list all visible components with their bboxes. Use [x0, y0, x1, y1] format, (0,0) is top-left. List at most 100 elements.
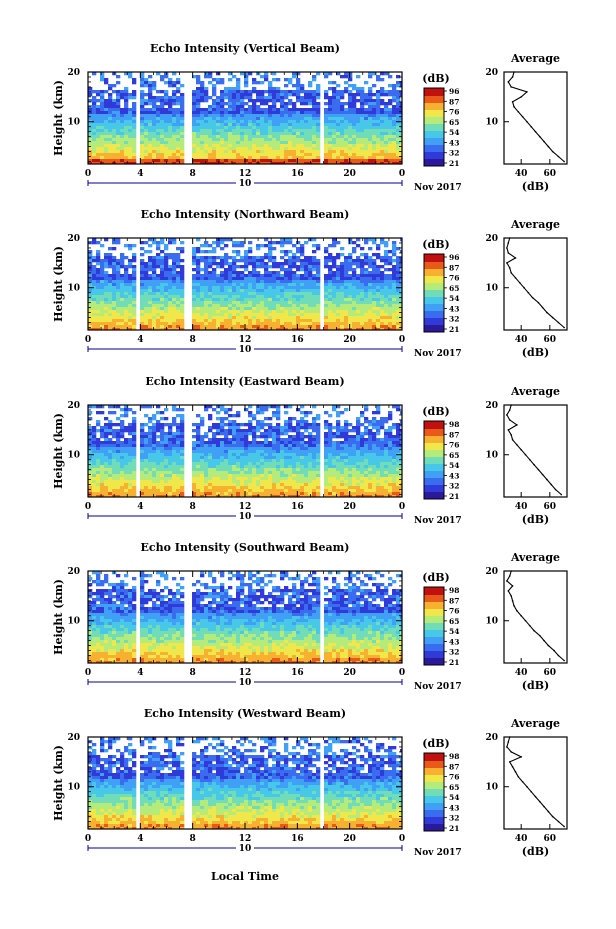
panel-title: Echo Intensity (Eastward Beam) [145, 375, 344, 388]
average-profile-point [507, 741, 510, 743]
average-profile-point [520, 756, 522, 758]
colorbar-tick-label: 87 [449, 97, 459, 106]
average-profile-point [508, 267, 511, 269]
average-profile-point [510, 272, 512, 274]
y-tick-label: 10 [67, 617, 80, 627]
average-profile-point [543, 805, 545, 808]
average-x-label: (dB) [522, 513, 549, 526]
x-tick-label: 12 [239, 502, 252, 512]
x-axis-label: Local Time [211, 870, 279, 883]
colorbar-frame [423, 752, 445, 832]
average-profile-line [506, 736, 565, 827]
x-tick-label: 20 [343, 335, 356, 345]
average-profile-point [510, 751, 512, 753]
x-tick-label: 20 [343, 502, 356, 512]
colorbar-tick-label: 65 [449, 451, 459, 460]
colorbar-tick-label: 76 [449, 108, 459, 117]
x-tick-label: 8 [190, 834, 196, 844]
average-profile-point [551, 150, 554, 153]
average-profile-point [557, 321, 560, 324]
average-y-tick-label: 20 [485, 234, 498, 244]
average-profile-point [537, 301, 540, 304]
colorbar-tick-label: 76 [449, 441, 459, 450]
y-tick-label: 20 [67, 733, 80, 743]
average-profile-point [511, 76, 514, 78]
average-x-tick-label: 60 [544, 668, 557, 678]
average-profile-point [534, 130, 537, 133]
heatmap-cells [88, 571, 403, 664]
average-x-label: (dB) [522, 845, 549, 858]
average-x-tick-label: 60 [544, 502, 557, 512]
average-y-tick-label: 10 [485, 783, 498, 793]
colorbar-tick-label: 65 [449, 617, 459, 626]
average-profile-point [547, 644, 550, 647]
average-profile-point [506, 247, 508, 249]
average-profile-point [546, 311, 548, 314]
average-profile-point [517, 775, 520, 778]
x-tick-label: 0 [85, 335, 91, 345]
average-profile-point [511, 101, 514, 103]
date-day-bg [236, 677, 254, 687]
date-label: Nov 2017 [414, 516, 462, 526]
average-profile-point [513, 605, 515, 607]
average-profile-point [511, 600, 514, 602]
average-profile-point [506, 746, 508, 748]
colorbar-tick-label: 32 [449, 315, 459, 324]
average-profile-point [533, 629, 535, 632]
heatmap-cells [88, 238, 403, 331]
x-tick-label: 4 [137, 502, 143, 512]
average-profile-point [557, 155, 560, 158]
colorbar-tick-label: 54 [449, 793, 459, 802]
colorbar-tick-label: 43 [449, 803, 459, 812]
average-x-tick-label: 40 [515, 668, 528, 678]
x-tick-label: 20 [343, 834, 356, 844]
colorbar-tick-label: 96 [449, 253, 459, 262]
average-profile: Average 20 10 40 60(dB) [485, 551, 568, 692]
average-title: Average [510, 551, 560, 564]
x-tick-label: 16 [291, 169, 304, 179]
average-profile-point [541, 306, 544, 309]
date-day-label: 10 [239, 179, 252, 189]
average-profile-point [526, 91, 528, 93]
x-tick-label: 8 [190, 169, 196, 179]
panel-title: Echo Intensity (Northward Beam) [141, 208, 350, 221]
colorbar-frame [423, 253, 445, 333]
date-label: Nov 2017 [414, 682, 462, 692]
panel-title: Echo Intensity (Westward Beam) [144, 707, 346, 720]
average-profile: Average 20 10 40 60(dB) [485, 717, 568, 858]
average-frame [503, 570, 568, 664]
average-x-tick-label: 40 [515, 169, 528, 179]
average-profile-point [534, 795, 537, 798]
colorbar-tick-label: 65 [449, 783, 459, 792]
x-tick-label: 0 [399, 668, 405, 678]
x-tick-label: 12 [239, 335, 252, 345]
colorbar-tick-label: 87 [449, 263, 459, 272]
average-profile-line [506, 404, 562, 495]
average-profile-point [531, 296, 534, 299]
colorbar-unit: (dB) [422, 737, 449, 750]
average-profile-point [537, 468, 540, 471]
average-y-tick-label: 20 [485, 401, 498, 411]
y-axis-label: Height (km) [52, 745, 65, 821]
average-profile-point [511, 585, 514, 587]
average-profile-point [554, 488, 557, 491]
average-profile-point [511, 766, 514, 768]
average-profile-point [514, 276, 517, 279]
average-profile-point [521, 780, 524, 783]
x-tick-label: 12 [239, 668, 252, 678]
average-profile-point [553, 649, 555, 652]
y-tick-label: 10 [67, 451, 80, 461]
average-x-tick-label: 60 [544, 169, 557, 179]
average-frame [503, 736, 568, 830]
panel-3: Echo Intensity (Eastward Beam)2010Height… [52, 375, 568, 526]
x-tick-label: 0 [85, 169, 91, 179]
colorbar-unit: (dB) [422, 72, 449, 85]
average-title: Average [510, 717, 560, 730]
x-tick-label: 20 [343, 668, 356, 678]
panel-1: Echo Intensity (Vertical Beam)2010Height… [52, 42, 568, 193]
average-profile-point [508, 575, 511, 577]
x-tick-label: 0 [85, 668, 91, 678]
